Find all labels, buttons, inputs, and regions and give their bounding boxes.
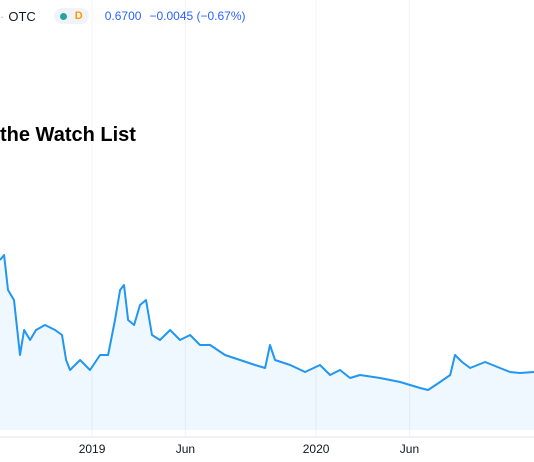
exchange: OTC <box>8 8 36 24</box>
symbol-header: · OTC D 0.6700 −0.0045 (−0.67%) <box>0 6 246 26</box>
delay-badge: D <box>74 10 83 22</box>
x-tick-label: 2019 <box>79 442 106 456</box>
last-price: 0.6700 <box>104 9 142 23</box>
price-line <box>0 254 534 391</box>
status-badges[interactable]: D <box>53 8 89 24</box>
separator: · <box>0 8 5 24</box>
annotation: the Watch List <box>0 124 136 146</box>
price-change: −0.0045 (−0.67%) <box>149 9 246 23</box>
x-tick-label: Jun <box>176 442 195 456</box>
area-fill <box>0 255 534 430</box>
x-tick-label: 2020 <box>303 442 330 456</box>
market-status <box>59 12 67 20</box>
x-tick-label: Jun <box>400 442 419 456</box>
